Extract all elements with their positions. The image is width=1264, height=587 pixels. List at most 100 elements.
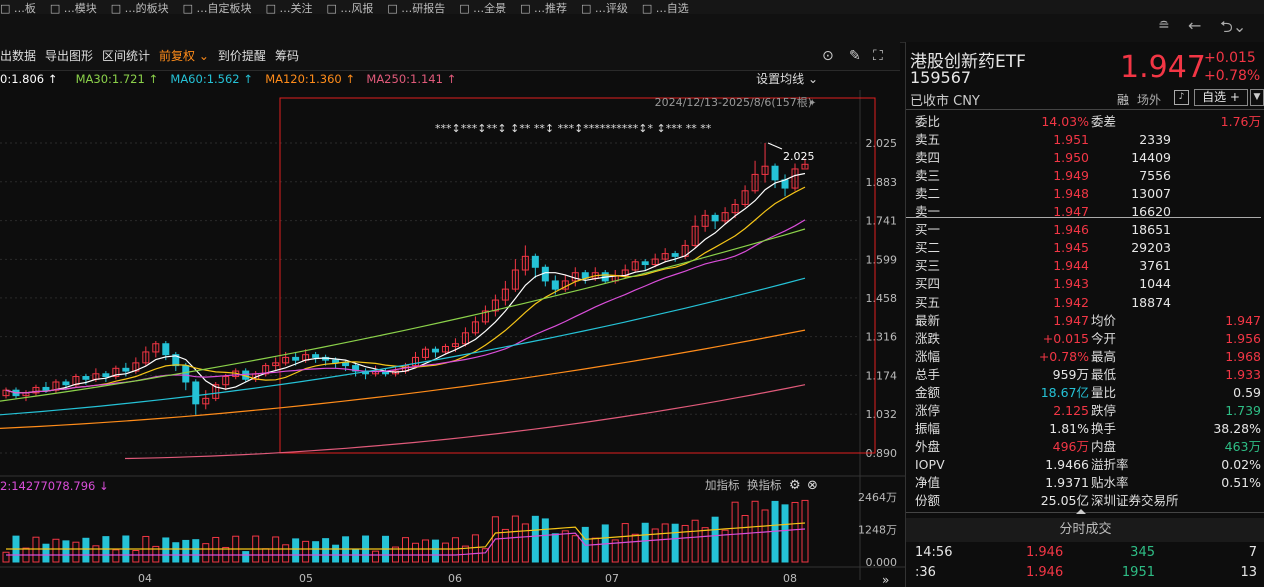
- row-value-2: 463万: [1224, 438, 1261, 454]
- candle-body: [471, 321, 479, 334]
- candle-body: [791, 168, 799, 189]
- top-menu-item[interactable]: □ …自定板块: [182, 2, 252, 15]
- volume-bar: [731, 501, 739, 563]
- row-value: 1.947: [1053, 204, 1089, 220]
- row-value: 1.9466: [1045, 456, 1089, 472]
- row-value: 18.67亿: [1040, 384, 1089, 400]
- volume-bar: [441, 542, 449, 563]
- top-menu-item[interactable]: □ …自选: [641, 2, 689, 15]
- ma60-line: [0, 277, 806, 416]
- tick-count: 7: [1248, 545, 1257, 560]
- top-menu-item[interactable]: □ …推荐: [520, 2, 568, 15]
- row-value: 1.947: [1053, 312, 1089, 328]
- volume-bar: [751, 500, 759, 563]
- bell-icon[interactable]: ♪: [1174, 90, 1189, 105]
- settings-icon[interactable]: ≘: [1158, 18, 1170, 34]
- volume-bar: [162, 537, 170, 563]
- volume-bar: [761, 509, 769, 563]
- top-menu-item[interactable]: □ …风报: [326, 2, 374, 15]
- top-menu-item[interactable]: □ …研报告: [387, 2, 446, 15]
- quote-row: 卖一 1.947 16620: [906, 203, 1264, 221]
- toolbar-item[interactable]: 区间统计: [102, 49, 151, 63]
- volume-bar: [112, 549, 120, 563]
- top-menu-item[interactable]: □ …全景: [459, 2, 507, 15]
- candle-body: [162, 343, 170, 356]
- candle-body: [282, 356, 290, 364]
- security-code: 159567: [910, 68, 972, 87]
- volume-tick: 2464万: [858, 491, 897, 504]
- row-volume: 1044: [1139, 276, 1171, 292]
- row-label: 买五: [915, 294, 941, 310]
- volume-bar: [292, 538, 300, 563]
- ma10-line: [5, 186, 806, 394]
- pin-icon: ✦: [808, 98, 816, 109]
- candle-body: [42, 386, 50, 391]
- row-label: 净值: [915, 475, 941, 490]
- volume-bar: [661, 523, 669, 563]
- quote-row: 涨停 2.125 跌停 1.739: [906, 402, 1264, 420]
- candle-body: [501, 288, 509, 301]
- volume-bar: [791, 501, 799, 563]
- candle-body: [801, 163, 809, 170]
- row-label: 委比: [915, 114, 941, 129]
- row-value: 1.942: [1053, 294, 1089, 310]
- collapse-arrow-icon[interactable]: [1076, 509, 1086, 514]
- ma-legend-item: MA60:1.562 ↑: [170, 72, 253, 86]
- candle-body: [451, 343, 459, 347]
- ask-bid-divider: [906, 217, 1261, 218]
- toolbar-item[interactable]: 筹码: [274, 49, 299, 63]
- row-volume: 2339: [1139, 132, 1171, 148]
- top-menu-item[interactable]: □ …的板块: [110, 2, 169, 15]
- add-watchlist-button[interactable]: 自选 +: [1194, 89, 1248, 106]
- row-value-2: 1.956: [1225, 330, 1261, 346]
- tick-price: 1.946: [1026, 545, 1064, 560]
- row-value: 1.9371: [1045, 475, 1089, 490]
- volume-bar: [372, 550, 380, 563]
- row-value: 1.951: [1053, 132, 1089, 148]
- tick-price: 1.946: [1026, 565, 1064, 580]
- quote-row: 涨幅 +0.78% 最高 1.968: [906, 348, 1264, 366]
- toolbar-item[interactable]: 出数据: [0, 49, 37, 63]
- top-menu-item[interactable]: □ …板: [0, 2, 36, 15]
- candle-body: [352, 365, 360, 372]
- time-tick: 06: [448, 572, 462, 585]
- margin-tag: 融: [1117, 93, 1130, 107]
- toolbar-item[interactable]: 前复权 ⌄: [159, 49, 209, 63]
- candle-body: [631, 261, 639, 271]
- quote-row: 份额 25.05亿 深圳证券交易所: [906, 492, 1264, 510]
- row-value: 1.945: [1053, 240, 1089, 256]
- candle-body: [721, 212, 729, 222]
- toolbar-item[interactable]: 到价提醒: [217, 49, 266, 63]
- circle-dropdown-icon[interactable]: ⊙: [822, 48, 834, 64]
- candle-body: [761, 165, 769, 175]
- toolbar-item[interactable]: 导出图形: [45, 49, 94, 63]
- row-value: 25.05亿: [1040, 493, 1089, 509]
- volume-bar: [481, 548, 489, 563]
- volume-bar: [182, 539, 190, 563]
- undo-icon[interactable]: ⮌⌄: [1220, 17, 1247, 36]
- quote-row: 净值 1.9371 贴水率 0.51%: [906, 474, 1264, 492]
- row-label: 卖五: [915, 132, 941, 148]
- back-arrow-icon[interactable]: ←: [1188, 16, 1202, 35]
- volume-bar: [152, 545, 160, 563]
- candle-body: [212, 384, 220, 399]
- top-menu-item[interactable]: □ …评级: [581, 2, 628, 15]
- volume-tick: 1248万: [858, 524, 897, 537]
- candle-body: [82, 376, 90, 380]
- scroll-right-icon: »: [882, 573, 889, 587]
- kline-chart[interactable]: 0:1.806 ↑ MA30:1.721 ↑ MA60:1.562 ↑ MA120:1…: [0, 70, 905, 587]
- row-label: 涨停: [915, 402, 941, 418]
- row-label-2: 换手: [1091, 420, 1117, 436]
- top-menu-item[interactable]: □ …模块: [49, 2, 97, 15]
- row-label-2: 最高: [1091, 348, 1117, 364]
- candle-body: [112, 367, 120, 378]
- row-value: +0.78%: [1038, 348, 1089, 364]
- pen-icon[interactable]: ✎: [849, 48, 861, 64]
- fullscreen-icon[interactable]: ⛶: [873, 48, 883, 64]
- candle-body: [122, 367, 130, 372]
- quote-row: 委比 14.03% 委差 1.76万: [906, 113, 1264, 131]
- price-tick: 0.890: [866, 447, 898, 460]
- quote-row: 卖四 1.950 14409: [906, 149, 1264, 167]
- top-menu-item[interactable]: □ …关注: [265, 2, 313, 15]
- volume-bar: [322, 538, 330, 563]
